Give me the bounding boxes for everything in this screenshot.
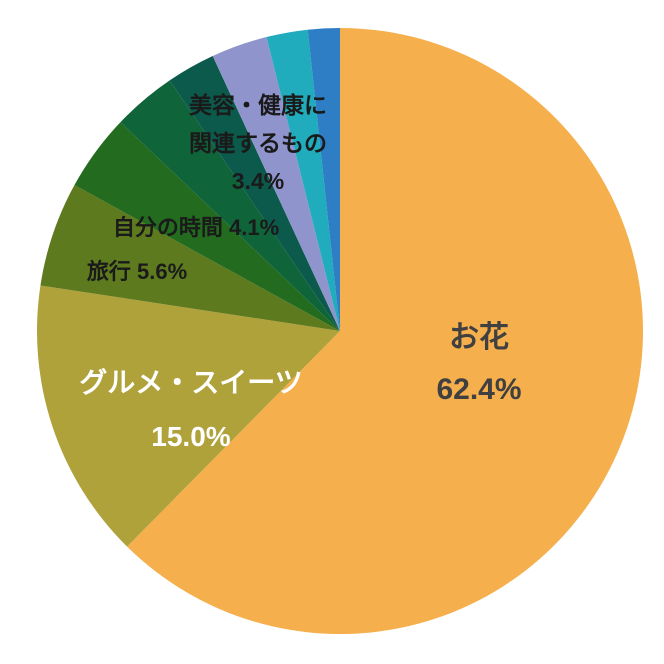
pie-slice-2-旅行 <box>40 185 340 331</box>
pie-slice-0-お花 <box>127 28 643 634</box>
pie-slice-5 <box>169 56 340 331</box>
pie-slice-3-自分の時間 <box>74 122 340 331</box>
pie-slice-1-グルメ・スイーツ <box>37 285 341 547</box>
pie-slice-6 <box>212 37 340 332</box>
pie-slice-7 <box>266 29 340 331</box>
pie-slice-4-美容・健康に関連するもの <box>120 80 341 331</box>
pie-slice-8 <box>307 28 340 331</box>
